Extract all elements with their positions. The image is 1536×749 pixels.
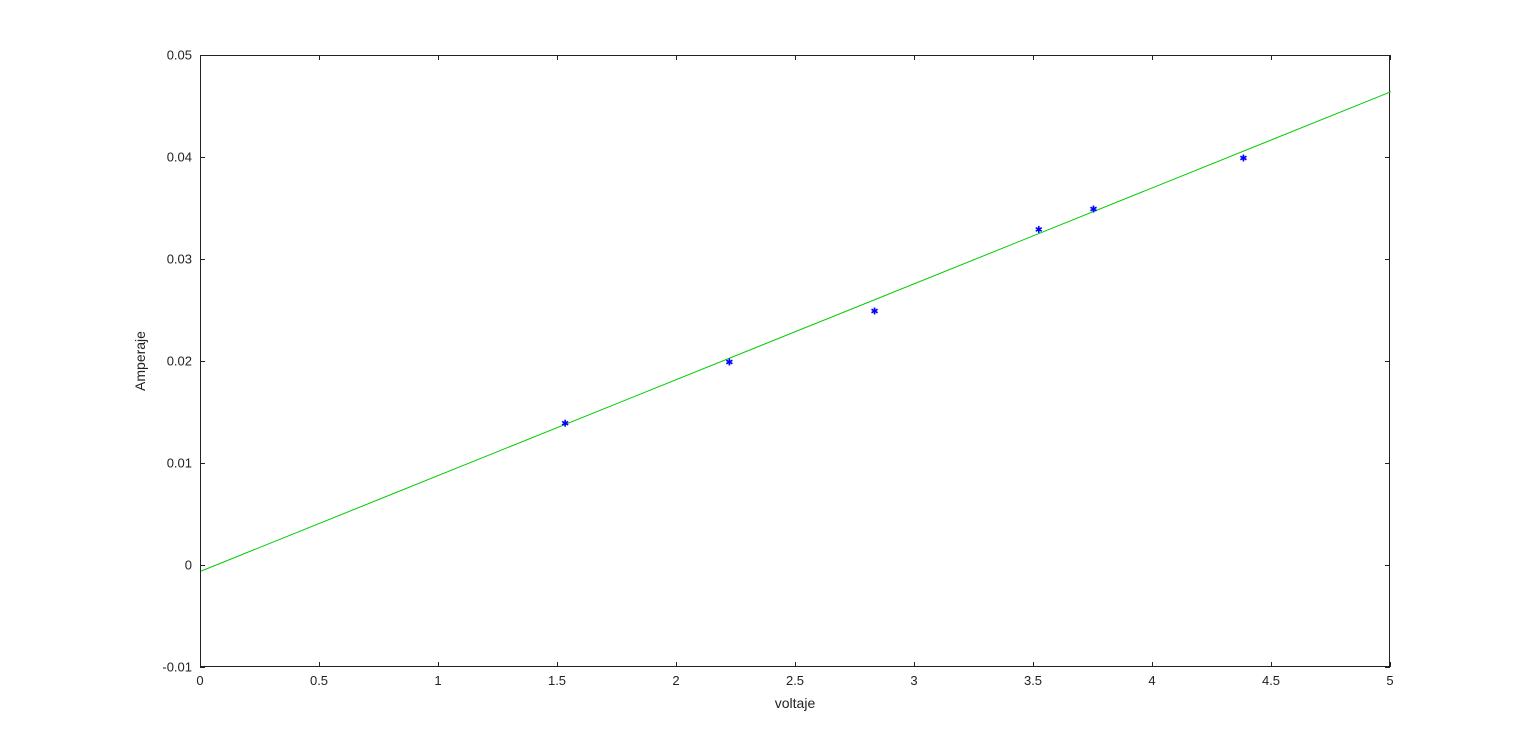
x-tick-top <box>319 55 320 60</box>
plot-svg <box>201 56 1391 668</box>
y-tick <box>200 157 205 158</box>
y-tick-right <box>1385 361 1390 362</box>
x-tick-top <box>1271 55 1272 60</box>
x-tick <box>319 662 320 667</box>
y-tick <box>200 55 205 56</box>
plot-area <box>200 55 1390 667</box>
x-tick <box>1271 662 1272 667</box>
chart-container: 0 0.5 1 1.5 2 2.5 3 3.5 4 4.5 5 -0.01 0 0.01 0.02 0.03 0… <box>0 0 1536 749</box>
x-tick-top <box>1390 55 1391 60</box>
x-tick-label: 0.5 <box>310 673 328 688</box>
y-axis-label: Amperaje <box>132 331 148 391</box>
y-tick <box>200 463 205 464</box>
x-tick-label: 1.5 <box>548 673 566 688</box>
y-tick-label: 0.04 <box>167 150 192 165</box>
x-tick-label: 4.5 <box>1262 673 1280 688</box>
y-tick-label: 0.03 <box>167 252 192 267</box>
regression-line <box>201 92 1391 571</box>
x-tick <box>1152 662 1153 667</box>
x-tick <box>557 662 558 667</box>
x-tick-label: 2.5 <box>786 673 804 688</box>
x-tick-label: 4 <box>1148 673 1155 688</box>
y-tick-right <box>1385 259 1390 260</box>
x-tick-label: 1 <box>434 673 441 688</box>
x-tick-top <box>1152 55 1153 60</box>
x-tick-top <box>557 55 558 60</box>
y-tick <box>200 667 205 668</box>
y-tick-label: -0.01 <box>162 660 192 675</box>
x-tick <box>1033 662 1034 667</box>
x-axis-label: voltaje <box>775 695 815 711</box>
scatter-point <box>1036 226 1042 233</box>
y-tick-right <box>1385 565 1390 566</box>
x-tick-top <box>438 55 439 60</box>
y-tick <box>200 361 205 362</box>
x-tick-top <box>1033 55 1034 60</box>
x-tick-top <box>676 55 677 60</box>
x-tick <box>1390 662 1391 667</box>
x-tick <box>676 662 677 667</box>
y-tick-right <box>1385 55 1390 56</box>
x-tick-label: 5 <box>1386 673 1393 688</box>
y-tick-right <box>1385 667 1390 668</box>
x-tick-label: 3 <box>910 673 917 688</box>
y-tick <box>200 259 205 260</box>
x-tick-label: 2 <box>672 673 679 688</box>
scatter-point <box>872 308 878 315</box>
x-tick <box>795 662 796 667</box>
x-tick-label: 0 <box>196 673 203 688</box>
y-tick-label: 0.05 <box>167 48 192 63</box>
y-tick-label: 0 <box>185 558 192 573</box>
y-tick-label: 0.01 <box>167 456 192 471</box>
x-tick-top <box>914 55 915 60</box>
y-tick-right <box>1385 463 1390 464</box>
y-tick-label: 0.02 <box>167 354 192 369</box>
x-tick-top <box>795 55 796 60</box>
x-tick <box>914 662 915 667</box>
y-tick-right <box>1385 157 1390 158</box>
scatter-point <box>1090 206 1096 213</box>
scatter-point <box>1240 155 1246 162</box>
y-tick <box>200 565 205 566</box>
x-tick <box>438 662 439 667</box>
x-tick-label: 3.5 <box>1024 673 1042 688</box>
